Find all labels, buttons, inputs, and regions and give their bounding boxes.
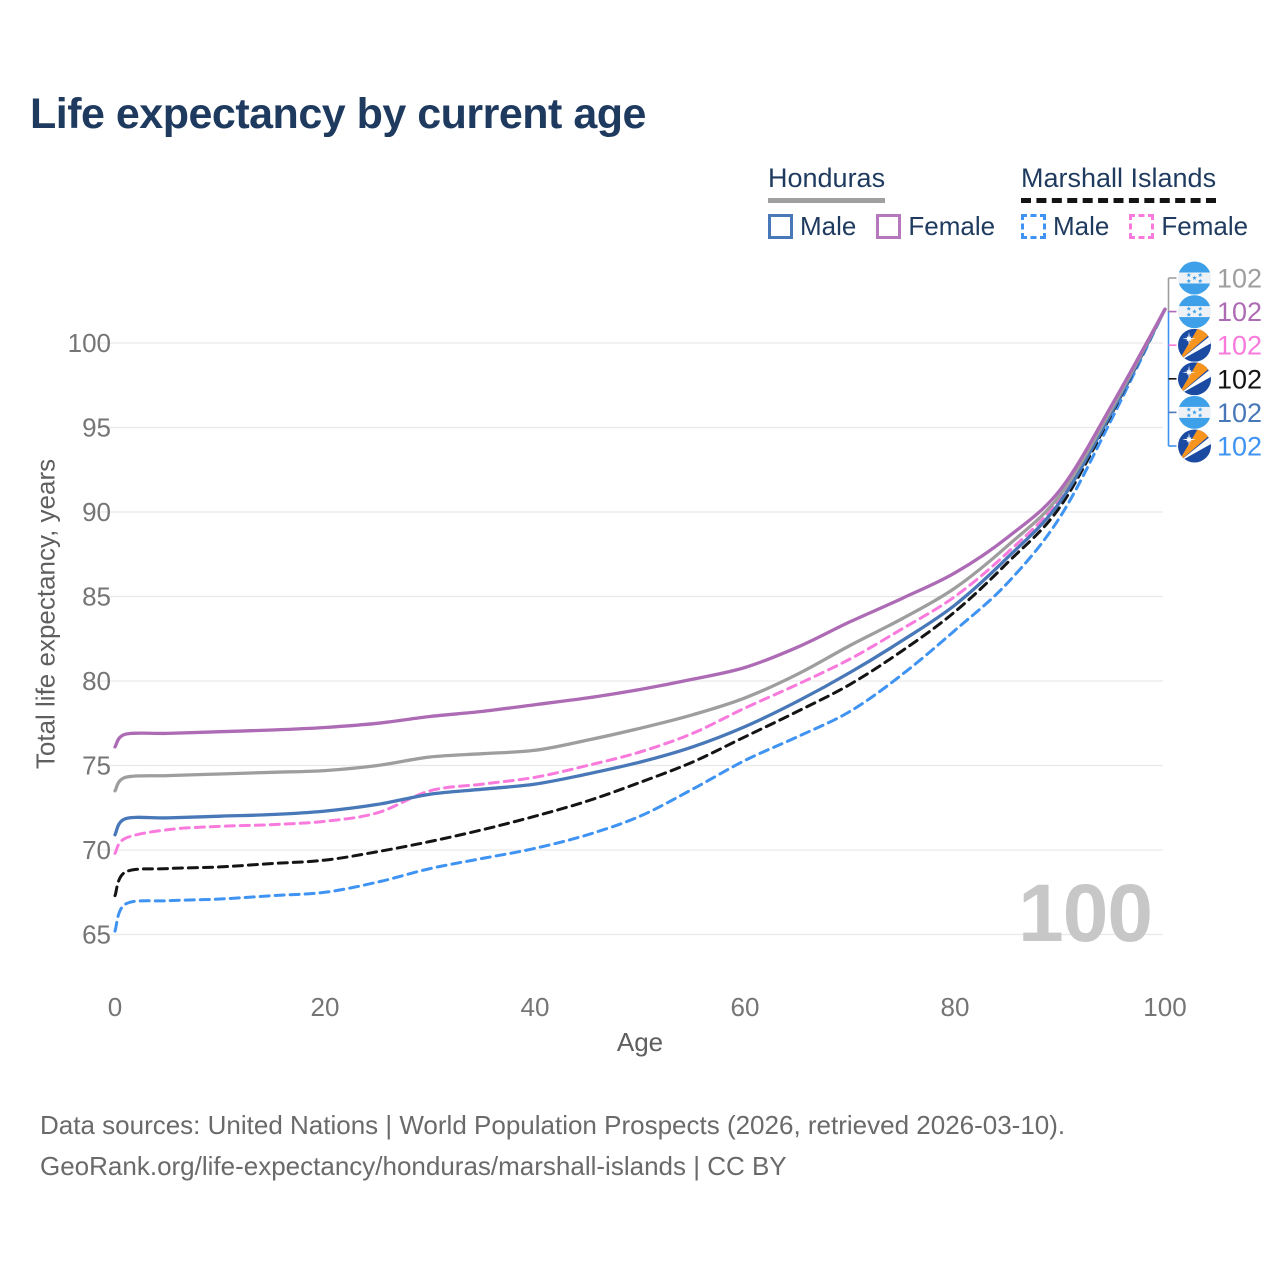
end-value-label: 102 — [1217, 432, 1262, 462]
end-value-label: 102 — [1217, 364, 1262, 394]
gridlines: 65 70 75 80 85 90 95 100 0 20 40 60 80 100 — [68, 328, 1187, 1022]
y-tick-label: 65 — [82, 920, 111, 950]
legend-group-marshall-islands: Marshall Islands Male Female — [1021, 163, 1268, 242]
end-value-label: 102 — [1217, 331, 1262, 361]
legend-group-honduras: Honduras Male Female — [768, 163, 1015, 242]
y-tick-label: 100 — [68, 328, 111, 358]
y-tick-label: 80 — [82, 666, 111, 696]
legend-label-marshall-female[interactable]: Female — [1161, 211, 1249, 241]
series-marshall-islands-female[interactable] — [113, 307, 1167, 855]
legend-swatch-honduras-male[interactable] — [768, 214, 793, 239]
y-tick-label: 85 — [82, 582, 111, 612]
series-honduras[interactable] — [113, 307, 1167, 793]
x-axis-title: Age — [616, 1027, 664, 1057]
legend-country-marshall-islands[interactable]: Marshall Islands — [1021, 163, 1217, 203]
series-honduras-male[interactable] — [113, 307, 1167, 837]
series-honduras-female[interactable] — [113, 307, 1167, 749]
series-lines — [113, 307, 1167, 933]
honduras-flag-icon — [1178, 261, 1211, 295]
end-value-label: 102 — [1217, 297, 1262, 327]
x-tick-label: 0 — [108, 992, 122, 1022]
end-value-label: 102 — [1217, 264, 1262, 294]
y-axis-title: Total life expectancy, years — [30, 458, 61, 770]
y-tick-label: 95 — [82, 413, 111, 443]
legend-swatch-honduras-female[interactable] — [876, 214, 902, 239]
end-value-label: 102 — [1217, 398, 1262, 428]
page-title: Life expectancy by current age — [30, 90, 646, 138]
marshall-islands-flag-icon — [1178, 362, 1211, 396]
legend-label-honduras-male[interactable]: Male — [800, 211, 857, 241]
legend-label-marshall-male[interactable]: Male — [1053, 211, 1110, 241]
marshall-islands-flag-icon — [1178, 429, 1211, 463]
legend-swatch-marshall-female[interactable] — [1129, 214, 1155, 239]
age-watermark: 100 — [1018, 868, 1153, 959]
legend-swatch-marshall-male[interactable] — [1021, 214, 1046, 239]
x-tick-label: 20 — [311, 992, 340, 1022]
end-label-connectors — [1167, 277, 1177, 447]
marshall-islands-flag-icon — [1178, 328, 1211, 362]
footer: Data sources: United Nations | World Pop… — [40, 1105, 1065, 1187]
y-tick-label: 90 — [82, 497, 111, 527]
x-tick-label: 40 — [521, 992, 550, 1022]
x-tick-label: 100 — [1143, 992, 1186, 1022]
honduras-flag-icon — [1178, 395, 1211, 429]
footer-attribution: GeoRank.org/life-expectancy/honduras/mar… — [40, 1151, 787, 1181]
x-tick-label: 60 — [731, 992, 760, 1022]
y-tick-label: 70 — [82, 835, 111, 865]
legend-label-honduras-female[interactable]: Female — [908, 211, 996, 241]
footer-sources: Data sources: United Nations | World Pop… — [40, 1110, 1066, 1140]
series-marshall-islands[interactable] — [113, 307, 1167, 898]
legend-country-honduras[interactable]: Honduras — [768, 163, 886, 203]
honduras-flag-icon — [1178, 295, 1211, 329]
series-marshall-islands-male[interactable] — [113, 307, 1167, 933]
x-tick-label: 80 — [941, 992, 970, 1022]
y-tick-label: 75 — [82, 751, 111, 781]
